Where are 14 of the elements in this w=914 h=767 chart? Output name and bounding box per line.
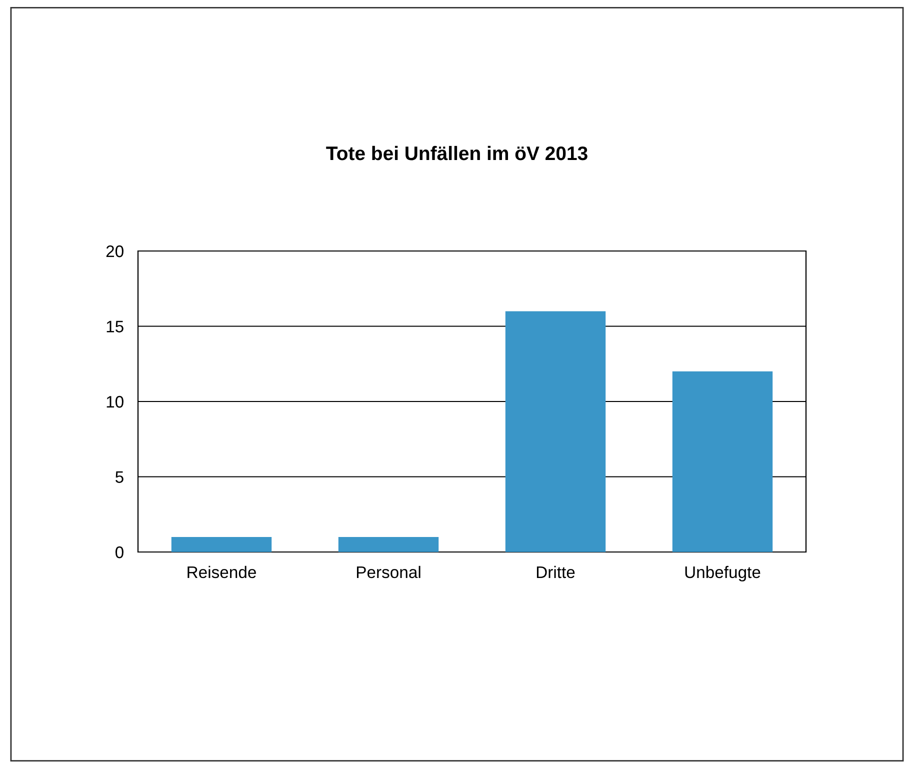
y-tick-label: 0: [115, 546, 124, 558]
x-tick-label: Unbefugte: [685, 566, 760, 582]
y-tick-label: 20: [106, 245, 124, 258]
bar: [338, 536, 439, 552]
bar: [171, 536, 272, 552]
x-tick-label: Personal: [356, 566, 420, 578]
bar: [672, 371, 773, 552]
bar: [505, 311, 606, 552]
x-tick-label: Dritte: [536, 566, 575, 578]
chart-title: Tote bei Unfällen im öV 2013: [326, 146, 588, 160]
y-tick-label: 15: [106, 320, 124, 332]
x-tick-label: Reisende: [188, 566, 256, 578]
y-tick-label: 10: [106, 396, 124, 408]
y-tick-label: 5: [116, 471, 124, 483]
